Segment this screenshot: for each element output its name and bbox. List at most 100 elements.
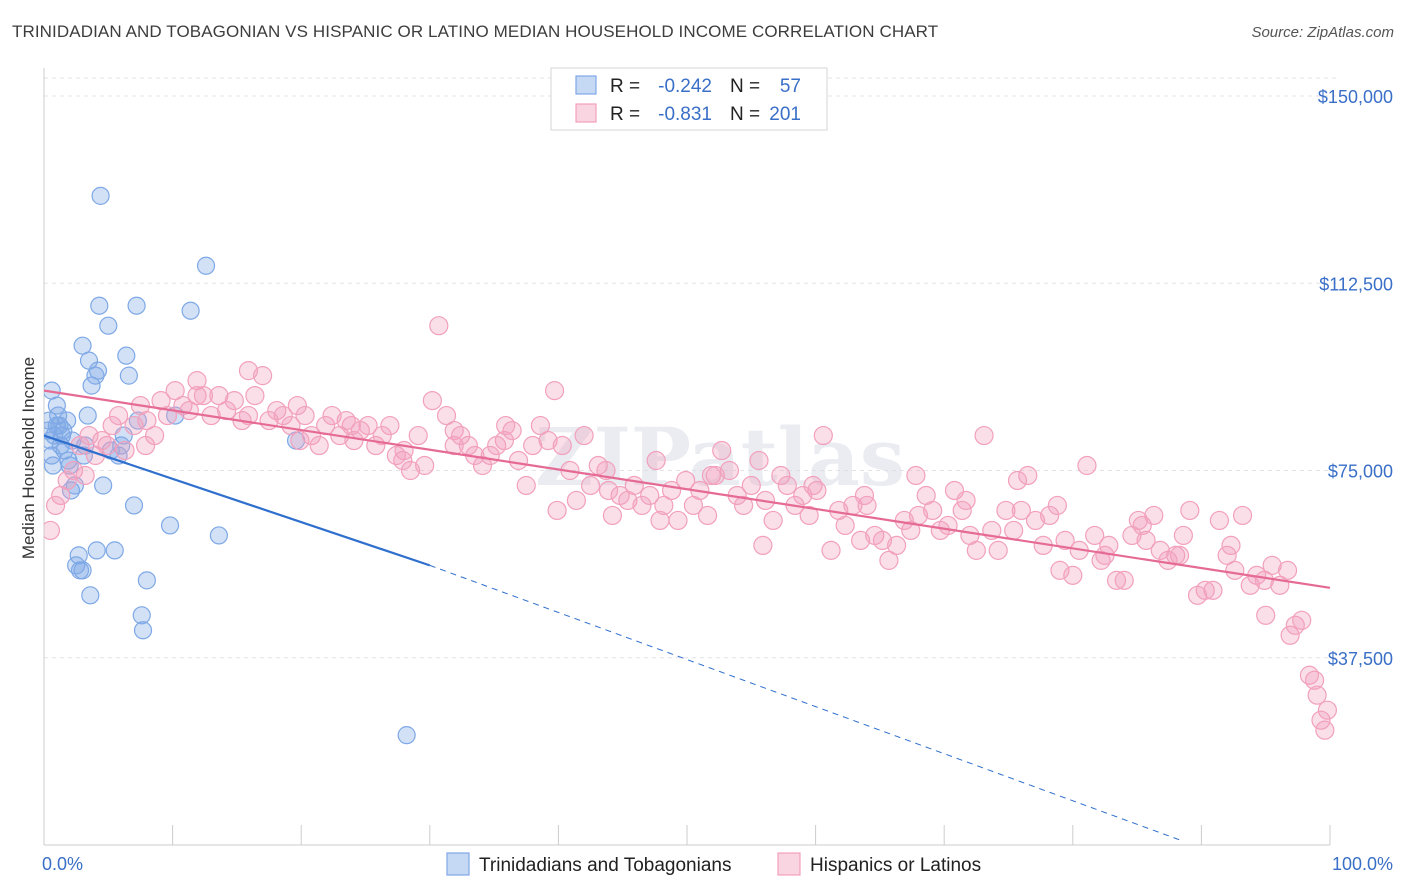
legend-n-value-2: 201	[769, 104, 801, 125]
hispanic-point	[422, 390, 442, 411]
hispanic-point	[415, 455, 435, 476]
hispanic-point	[523, 435, 543, 456]
hispanic-point	[650, 510, 670, 531]
hispanic-point	[530, 415, 550, 436]
hispanic-point	[494, 430, 514, 451]
trinidadian-point	[86, 366, 105, 385]
hispanic-point	[358, 415, 378, 436]
hispanic-point	[102, 415, 122, 436]
trinidadian-point	[73, 561, 92, 580]
legend-box	[550, 67, 828, 131]
hispanic-point	[516, 475, 536, 496]
hispanic-point	[496, 415, 516, 436]
hispanic-point	[1018, 465, 1038, 486]
hispanic-point	[224, 390, 244, 411]
hispanic-point	[763, 510, 783, 531]
hispanic-point	[741, 475, 761, 496]
hispanic-points	[44, 316, 1338, 740]
hispanic-point	[273, 405, 293, 426]
trinidadian-trend-line	[44, 434, 431, 567]
y-tick-label: $150,000	[1318, 87, 1393, 107]
hispanic-point	[640, 485, 660, 506]
hispanic-point	[1232, 505, 1253, 526]
hispanic-point	[544, 381, 565, 401]
hispanic-point	[372, 425, 392, 446]
hispanic-point	[1225, 560, 1245, 580]
hispanic-point	[1106, 570, 1127, 590]
hispanic-point	[380, 415, 400, 436]
hispanic-point	[733, 495, 754, 516]
series-label-trinidadian: Trinidadians and Tobagonians	[479, 855, 731, 876]
trinidadian-point	[47, 416, 66, 435]
hispanic-point	[712, 440, 732, 461]
hispanic-point	[1195, 580, 1215, 600]
hispanic-point	[854, 485, 875, 506]
hispanic-trend-line	[44, 389, 1331, 589]
hispanic-point	[632, 495, 652, 516]
trinidadian-point	[137, 571, 156, 590]
hispanic-point	[803, 475, 823, 496]
hispanic-point	[187, 386, 207, 406]
x-tick-label-max: 100.0%	[1332, 854, 1393, 874]
hispanic-point	[502, 420, 522, 441]
hispanic-point	[646, 450, 666, 471]
trinidadian-point	[117, 346, 136, 365]
source-credit: Source: ZipAtlas.com	[1251, 24, 1394, 41]
trinidadian-point	[133, 621, 153, 640]
trinidadian-point	[87, 541, 106, 560]
hispanic-point	[165, 381, 185, 401]
hispanic-point	[1292, 610, 1312, 630]
hispanic-point	[1007, 470, 1028, 491]
hispanic-point	[287, 395, 307, 416]
trinidadian-point	[82, 376, 101, 395]
axes	[43, 68, 1331, 846]
hispanic-point	[1277, 560, 1298, 580]
hispanic-point	[97, 435, 117, 456]
hispanic-point	[988, 540, 1008, 560]
hispanic-point	[1040, 505, 1060, 526]
hispanic-point	[1307, 685, 1327, 705]
hispanic-point	[63, 460, 84, 481]
hispanic-point	[309, 435, 329, 456]
hispanic-point	[668, 510, 688, 531]
legend-r-label-1: R =	[610, 76, 640, 97]
hispanic-point	[1280, 625, 1300, 645]
hispanic-point	[135, 435, 156, 456]
trinidadian-point	[88, 361, 108, 380]
hispanic-point	[1180, 500, 1200, 521]
hispanic-point	[1209, 510, 1230, 531]
hispanic-point	[1136, 530, 1156, 551]
trinidadian-point	[196, 256, 216, 275]
hispanic-point	[290, 430, 310, 451]
trend-lines	[44, 389, 1331, 840]
hispanic-point	[108, 405, 129, 426]
trinidadian-point	[124, 496, 144, 515]
hispanic-point	[1011, 500, 1031, 521]
hispanic-point	[952, 500, 972, 521]
hispanic-point	[799, 505, 819, 526]
hispanic-point	[598, 480, 619, 501]
hispanic-point	[821, 540, 841, 560]
trinidadian-point	[81, 586, 100, 605]
hispanic-point	[938, 515, 958, 536]
hispanic-point	[701, 465, 722, 486]
hispanic-point	[115, 440, 135, 461]
hispanic-point	[771, 465, 791, 486]
hispanic-point	[879, 550, 899, 570]
trinidadian-point	[99, 316, 118, 335]
hispanic-point	[654, 495, 674, 516]
hispanic-point	[697, 505, 718, 526]
hispanic-point	[253, 366, 273, 386]
hispanic-point	[538, 430, 558, 451]
hispanic-point	[851, 530, 871, 551]
hispanic-point	[1063, 565, 1083, 585]
trinidadian-point	[61, 481, 81, 500]
hispanic-point	[901, 520, 921, 541]
hispanic-point	[124, 415, 144, 436]
hispanic-point	[1304, 670, 1325, 690]
hispanic-point	[996, 500, 1016, 521]
hispanic-point	[580, 475, 601, 496]
hispanic-point	[1221, 535, 1241, 556]
legend-r-value-2: -0.831	[658, 104, 712, 125]
